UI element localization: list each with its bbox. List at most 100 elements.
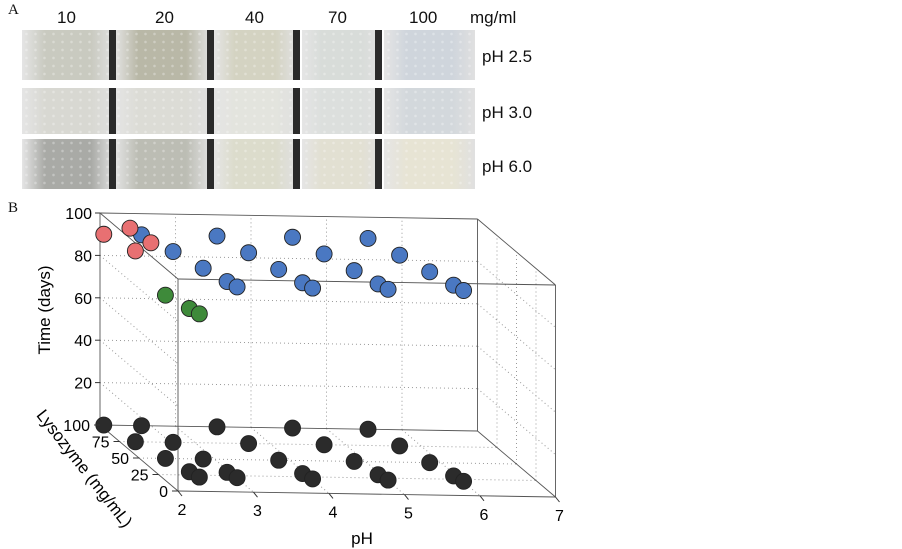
data-point xyxy=(359,230,377,247)
floor-points xyxy=(95,416,473,490)
vial-separator xyxy=(293,30,300,80)
panel-a-letter: A xyxy=(8,2,19,18)
floor-point xyxy=(194,450,212,468)
x-tick-label: 3 xyxy=(253,503,262,520)
vial-tube xyxy=(214,30,296,80)
precipitate-texture xyxy=(22,30,114,80)
grid-line xyxy=(158,474,537,481)
data-point xyxy=(421,263,439,281)
y-tick-label: 25 xyxy=(131,468,149,485)
vial-tube xyxy=(114,88,210,134)
vial-tube xyxy=(384,139,475,189)
data-point xyxy=(95,225,113,243)
ph-row-label: pH 3.0 xyxy=(482,103,533,122)
floor-point xyxy=(208,418,226,436)
precipitate-texture xyxy=(114,139,210,189)
concentration-label: 40 xyxy=(245,8,264,27)
grid-line xyxy=(555,496,560,503)
grid-line xyxy=(99,382,478,390)
z-tick-label: 60 xyxy=(74,291,92,308)
floor-point xyxy=(126,433,144,451)
vial-separator xyxy=(293,139,300,189)
x-tick-label: 5 xyxy=(404,506,413,523)
y-tick-label: 50 xyxy=(111,451,129,468)
grid-line xyxy=(477,430,556,498)
data-point xyxy=(315,245,333,263)
precipitate-texture xyxy=(302,88,380,134)
floor-point xyxy=(315,436,333,454)
data-point xyxy=(194,259,212,277)
data-point xyxy=(208,227,226,245)
vial-tube xyxy=(302,88,380,134)
grid-line xyxy=(99,254,478,262)
data-point xyxy=(379,280,397,298)
ph-row-label: pH 2.5 xyxy=(482,47,533,66)
floor-point xyxy=(190,468,208,486)
data-point xyxy=(284,228,301,246)
data-point xyxy=(164,243,182,261)
precipitate-texture xyxy=(384,88,475,134)
floor-point xyxy=(455,472,473,490)
floor-point xyxy=(284,419,301,437)
precipitate-texture xyxy=(214,139,296,189)
data-point xyxy=(455,282,473,299)
concentration-label: 20 xyxy=(155,8,174,27)
floor-point xyxy=(345,452,363,470)
floor-point xyxy=(421,454,439,472)
concentration-label: 10 xyxy=(57,8,76,27)
grid-line xyxy=(477,218,556,286)
grid-line xyxy=(404,494,409,500)
floor-point xyxy=(304,470,322,488)
ph-row-label: pH 6.0 xyxy=(482,157,533,176)
data-point xyxy=(156,286,174,304)
z-tick-label: 100 xyxy=(65,206,92,223)
floor-point xyxy=(156,449,174,467)
data-point xyxy=(345,262,363,280)
data-point xyxy=(228,278,246,296)
vial-separator xyxy=(207,30,214,80)
panel-b-letter: B xyxy=(8,200,19,216)
vial-tube xyxy=(22,88,114,134)
vial-separator xyxy=(375,88,382,134)
data-point xyxy=(142,234,160,252)
floor-point xyxy=(133,417,150,435)
data-point xyxy=(240,244,258,262)
grid-line xyxy=(99,212,478,220)
data-point xyxy=(126,242,144,260)
vial-separator xyxy=(109,30,116,80)
floor-point xyxy=(379,471,397,489)
vial-separator xyxy=(375,30,382,80)
vial-photo-row xyxy=(22,139,475,189)
vial-tube xyxy=(384,30,475,80)
data-point xyxy=(270,260,288,278)
vial-separator xyxy=(375,139,382,189)
precipitate-texture xyxy=(114,88,210,134)
top-points xyxy=(95,219,473,323)
grid-line xyxy=(119,441,498,448)
data-point xyxy=(391,246,409,264)
vial-tube xyxy=(114,139,210,189)
grid-line xyxy=(99,297,179,365)
precipitate-texture xyxy=(114,30,210,80)
data-point xyxy=(121,219,139,237)
precipitate-texture xyxy=(22,88,114,134)
precipitate-texture xyxy=(384,30,475,80)
vial-separator xyxy=(109,88,116,134)
floor-point xyxy=(228,469,246,487)
vial-photo-row xyxy=(22,30,475,80)
floor-point xyxy=(391,437,409,455)
z-tick-label: 20 xyxy=(74,376,92,393)
data-point xyxy=(304,279,322,297)
y-tick-label: 0 xyxy=(159,484,168,501)
grid-line xyxy=(253,491,258,498)
vial-tube xyxy=(114,30,210,80)
vial-tube xyxy=(302,30,380,80)
concentration-label: 70 xyxy=(328,8,347,27)
precipitate-texture xyxy=(384,139,475,189)
vial-tube xyxy=(22,139,114,189)
vial-photo-row xyxy=(22,88,475,134)
concentration-label: 100 xyxy=(409,8,438,27)
vial-separator xyxy=(207,139,214,189)
vial-tube xyxy=(22,30,114,80)
